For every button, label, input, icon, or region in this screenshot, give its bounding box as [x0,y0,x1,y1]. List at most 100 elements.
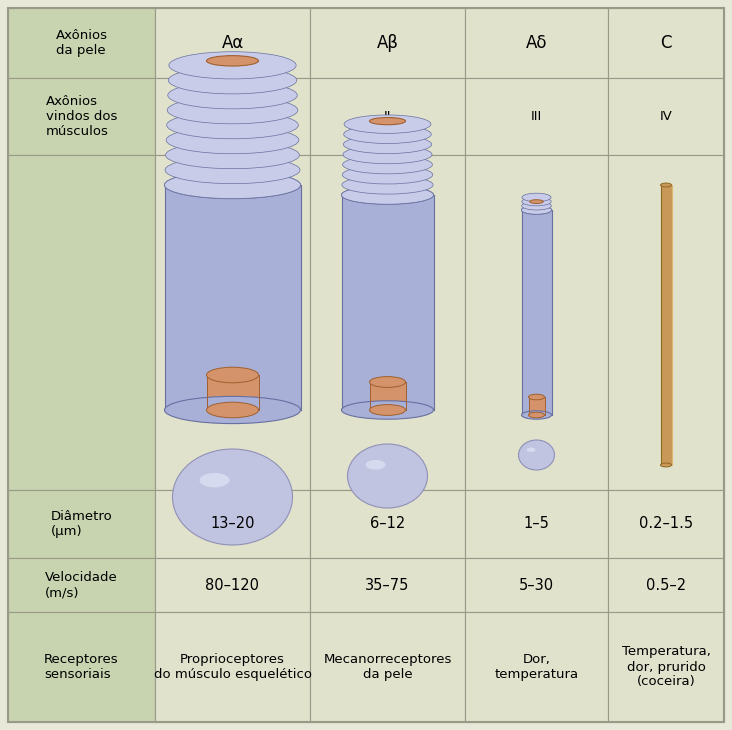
Bar [465,490,608,558]
Bar [370,382,406,410]
Ellipse shape [167,96,298,124]
Bar [310,612,465,722]
Ellipse shape [166,126,299,154]
Ellipse shape [521,206,551,214]
Ellipse shape [342,401,433,419]
Ellipse shape [165,156,300,184]
Ellipse shape [344,125,431,144]
Bar [165,185,301,410]
Ellipse shape [370,404,406,415]
Ellipse shape [660,183,671,187]
Bar [521,210,551,415]
Bar [8,558,155,612]
Ellipse shape [660,463,671,467]
Text: Diâmetro
(μm): Diâmetro (μm) [51,510,113,538]
Text: 0.5–2: 0.5–2 [646,577,686,593]
Ellipse shape [342,186,433,204]
Text: IV: IV [660,110,673,123]
Text: Dor,
temperatura: Dor, temperatura [494,653,578,681]
Ellipse shape [344,115,431,134]
Ellipse shape [526,447,536,452]
Ellipse shape [521,411,551,419]
Text: Aα: Aα [221,34,244,52]
Ellipse shape [342,176,433,194]
Ellipse shape [206,55,258,66]
Bar [608,8,724,78]
Ellipse shape [343,145,432,164]
Ellipse shape [522,201,551,210]
Bar [465,78,608,155]
Text: Mecanorreceptores
da pele: Mecanorreceptores da pele [324,653,452,681]
Ellipse shape [173,449,293,545]
Bar [608,78,724,155]
Ellipse shape [200,473,230,488]
Text: II: II [384,110,391,123]
Bar [608,490,724,558]
Ellipse shape [530,200,543,204]
Ellipse shape [169,52,296,79]
Ellipse shape [522,193,551,201]
Bar [608,612,724,722]
Bar [155,8,310,78]
Bar [310,78,465,155]
Ellipse shape [167,112,299,139]
Ellipse shape [370,377,406,388]
Bar [8,490,155,558]
Bar [465,155,608,490]
Ellipse shape [165,396,301,423]
Text: Axônios
da pele: Axônios da pele [56,29,108,57]
Bar [342,195,433,410]
Text: 35–75: 35–75 [365,577,410,593]
Text: Aδ: Aδ [526,34,548,52]
Ellipse shape [365,460,386,469]
Bar [155,558,310,612]
Bar [608,155,724,490]
Bar [660,185,671,465]
Bar [8,78,155,155]
Ellipse shape [168,66,296,94]
Ellipse shape [342,186,433,204]
Text: 6–12: 6–12 [370,517,405,531]
Bar [155,78,310,155]
Ellipse shape [521,206,551,214]
Text: 80–120: 80–120 [206,577,260,593]
Text: Grupo I: Grupo I [208,110,257,123]
Ellipse shape [343,135,432,153]
Bar [465,612,608,722]
Text: C: C [660,34,672,52]
Text: 13–20: 13–20 [210,517,255,531]
Ellipse shape [343,166,433,184]
Bar [155,612,310,722]
Bar [465,8,608,78]
Text: Velocidade
(m/s): Velocidade (m/s) [45,571,118,599]
Bar [8,8,155,78]
Ellipse shape [206,367,258,383]
Bar [465,558,608,612]
Ellipse shape [529,412,545,418]
Text: Temperatura,
dor, prurido
(coceira): Temperatura, dor, prurido (coceira) [621,645,711,688]
Text: Axônios
vindos dos
músculos: Axônios vindos dos músculos [46,95,117,138]
Bar [206,375,258,410]
Ellipse shape [529,394,545,400]
Bar [310,558,465,612]
Bar [529,397,545,415]
Ellipse shape [165,172,301,199]
Ellipse shape [165,142,299,169]
Bar [310,155,465,490]
Ellipse shape [522,197,551,206]
Text: 0.2–1.5: 0.2–1.5 [639,517,693,531]
Text: III: III [531,110,542,123]
Bar [310,490,465,558]
Ellipse shape [168,82,297,109]
Bar [155,155,310,490]
Ellipse shape [348,444,427,508]
Ellipse shape [518,440,555,470]
Ellipse shape [370,118,406,125]
Bar [310,8,465,78]
Text: 5–30: 5–30 [519,577,554,593]
Bar [8,612,155,722]
Ellipse shape [165,172,301,199]
Ellipse shape [343,155,433,174]
Bar [155,490,310,558]
Text: Receptores
sensoriais: Receptores sensoriais [44,653,119,681]
